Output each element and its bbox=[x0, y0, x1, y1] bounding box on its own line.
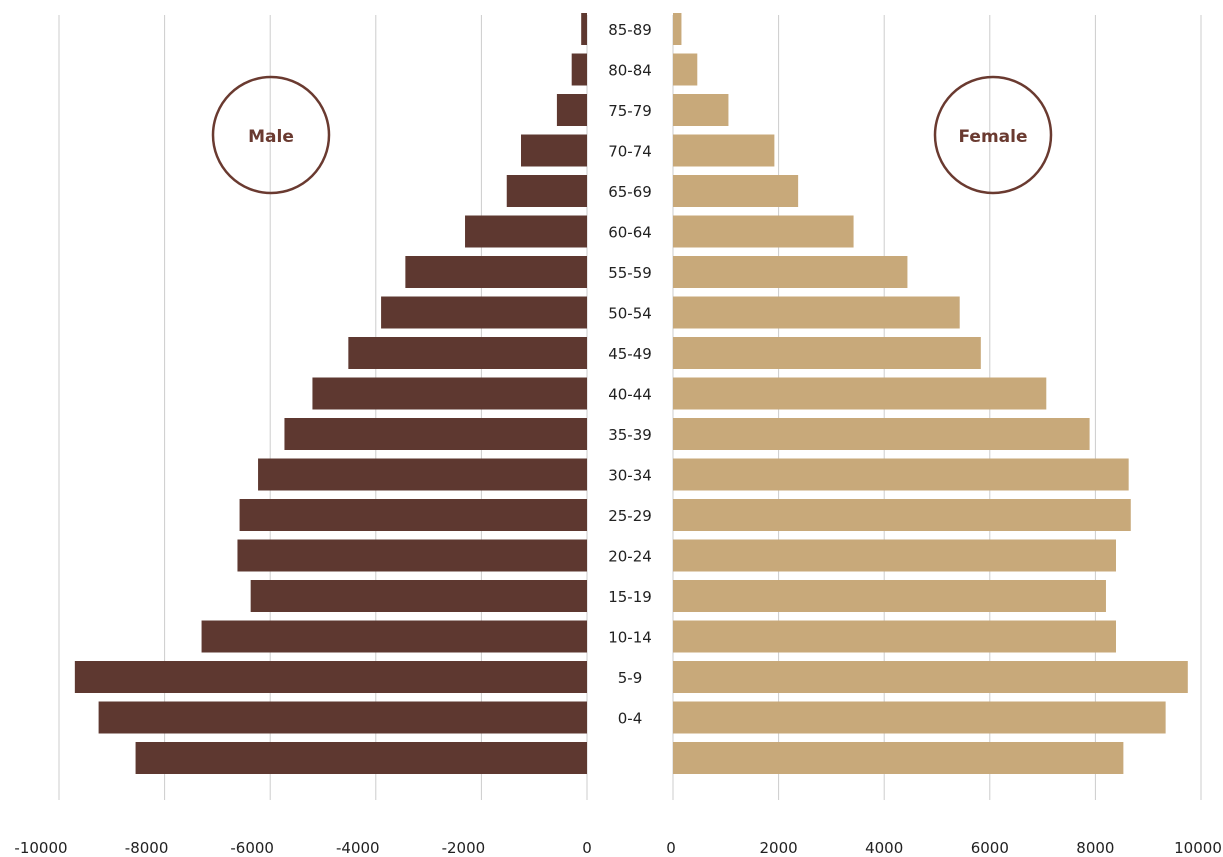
age-group-label: 0-4 bbox=[618, 710, 643, 728]
female-bar bbox=[673, 418, 1090, 450]
female-tick-label: 8000 bbox=[1076, 839, 1114, 857]
male-tick-label: -6000 bbox=[230, 839, 274, 857]
age-group-label: 65-69 bbox=[608, 183, 652, 201]
female-tick-label: 6000 bbox=[971, 839, 1009, 857]
female-bar bbox=[673, 539, 1116, 572]
female-bar bbox=[673, 337, 981, 369]
male-bar bbox=[381, 296, 587, 329]
age-group-label: 75-79 bbox=[608, 102, 652, 120]
male-bar bbox=[201, 620, 587, 653]
male-bar bbox=[405, 256, 587, 288]
female-bar bbox=[673, 134, 775, 167]
age-group-label: 80-84 bbox=[608, 62, 652, 80]
age-group-label: 70-74 bbox=[608, 143, 652, 161]
female-tick-label: 0 bbox=[666, 839, 676, 857]
male-bar bbox=[250, 580, 587, 612]
age-group-label: 40-44 bbox=[608, 386, 652, 404]
female-tick-label: 2000 bbox=[760, 839, 798, 857]
legend-male-ring bbox=[211, 75, 331, 195]
age-group-label: 55-59 bbox=[608, 264, 652, 282]
legend-female: Female bbox=[933, 75, 1053, 195]
female-bar bbox=[673, 53, 698, 86]
female-bar bbox=[673, 580, 1106, 612]
male-bar bbox=[312, 377, 587, 410]
male-tick-label: -10000 bbox=[14, 839, 67, 857]
female-bar bbox=[673, 13, 682, 45]
female-bar bbox=[673, 661, 1188, 693]
age-group-label: 45-49 bbox=[608, 345, 652, 363]
male-tick-label: 0 bbox=[582, 839, 592, 857]
male-bar bbox=[74, 661, 588, 693]
male-axis-tick-labels: -10000 -8000 -6000 -4000 -2000 0 bbox=[14, 839, 591, 857]
age-group-label: 50-54 bbox=[608, 305, 652, 323]
male-bar bbox=[98, 701, 587, 734]
female-bar bbox=[673, 620, 1116, 653]
age-group-label: 10-14 bbox=[608, 629, 652, 647]
female-tick-label: 10000 bbox=[1174, 839, 1222, 857]
legend-male-label: Male bbox=[248, 127, 294, 147]
male-bar bbox=[571, 53, 587, 86]
male-bar bbox=[237, 539, 588, 572]
female-bar bbox=[673, 256, 908, 288]
male-bar bbox=[521, 134, 587, 167]
legend-female-label: Female bbox=[959, 127, 1028, 147]
legend-male: Male bbox=[211, 75, 331, 195]
age-group-labels: 0-4 5-9 10-14 15-19 20-24 25-29 30-34 35-39 40-4… bbox=[608, 21, 652, 728]
female-bar bbox=[673, 94, 729, 126]
male-tick-label: -8000 bbox=[125, 839, 169, 857]
female-bar bbox=[673, 215, 854, 248]
age-group-label: 35-39 bbox=[608, 426, 652, 444]
age-group-label: 60-64 bbox=[608, 224, 652, 242]
age-group-label: 20-24 bbox=[608, 548, 652, 566]
female-bar bbox=[673, 377, 1047, 410]
female-axis-tick-labels: 0 2000 4000 6000 8000 10000 bbox=[666, 839, 1222, 857]
legend-female-ring bbox=[933, 75, 1053, 195]
age-group-label: 25-29 bbox=[608, 507, 652, 525]
female-tick-label: 4000 bbox=[865, 839, 903, 857]
female-bar bbox=[673, 499, 1131, 531]
age-group-label: 15-19 bbox=[608, 588, 652, 606]
female-bar bbox=[673, 175, 799, 207]
age-group-label: 85-89 bbox=[608, 21, 652, 39]
male-bar bbox=[284, 418, 587, 450]
male-bar bbox=[556, 94, 587, 126]
female-bar bbox=[673, 296, 960, 329]
male-bar bbox=[348, 337, 587, 369]
male-tick-label: -4000 bbox=[336, 839, 380, 857]
female-bars bbox=[673, 13, 1188, 774]
male-bar bbox=[581, 13, 587, 45]
female-bar bbox=[673, 458, 1129, 491]
male-bar bbox=[135, 742, 587, 774]
age-group-label: 30-34 bbox=[608, 467, 652, 485]
female-bar bbox=[673, 701, 1166, 734]
age-group-label: 5-9 bbox=[618, 669, 643, 687]
male-bar bbox=[465, 215, 587, 248]
male-tick-label: -2000 bbox=[442, 839, 486, 857]
male-bar bbox=[239, 499, 588, 531]
female-bar bbox=[673, 742, 1124, 774]
male-bar bbox=[258, 458, 587, 491]
male-bar bbox=[506, 175, 587, 207]
male-bars bbox=[74, 13, 588, 774]
